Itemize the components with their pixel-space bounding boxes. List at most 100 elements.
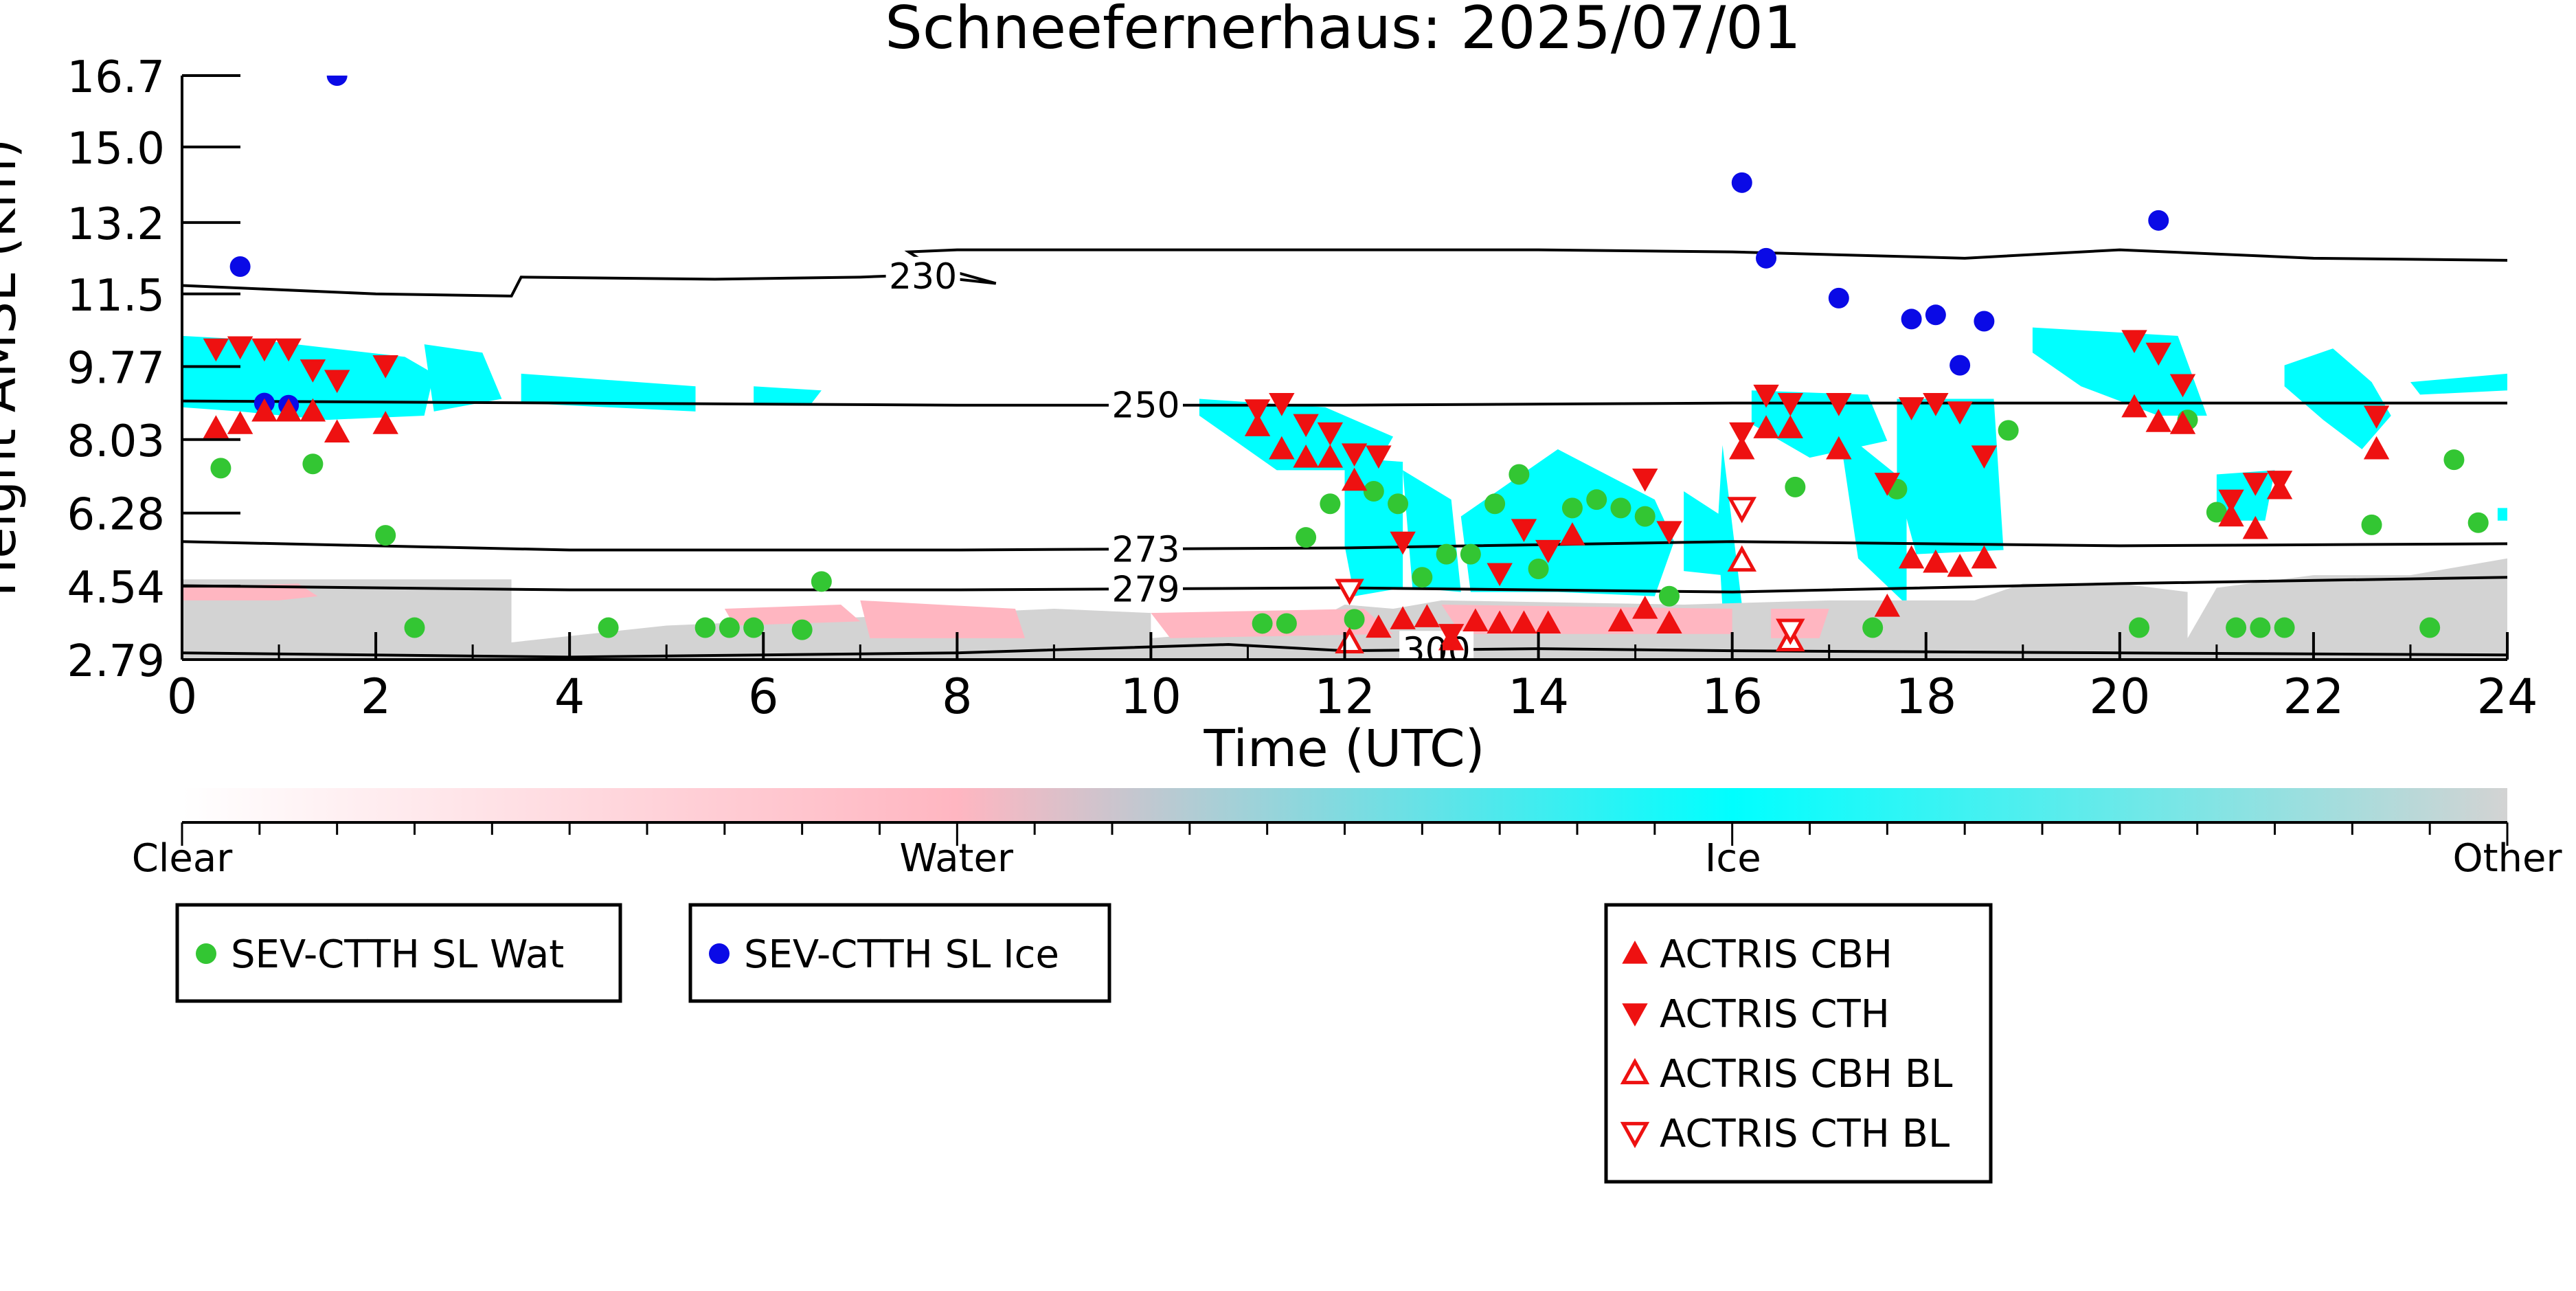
data-point [1335, 579, 1364, 605]
data-point [2169, 411, 2196, 434]
data-point [1729, 436, 1755, 460]
data-point [1341, 443, 1368, 467]
data-point [2169, 374, 2196, 398]
data-point [1276, 613, 1297, 634]
data-point [1487, 563, 1513, 587]
data-point [1252, 613, 1273, 634]
data-point [1317, 445, 1344, 468]
y-ticks: 2.79 4.54 6.28 8.03 9.77 11.5 13.2 15.0 16.7 [67, 52, 240, 687]
data-point [1344, 609, 1365, 630]
x-tick-label: 10 [1120, 669, 1182, 725]
x-tick-label: 22 [2283, 669, 2344, 725]
data-point [1826, 393, 1852, 416]
data-point [1874, 473, 1901, 496]
data-point [1535, 610, 1561, 634]
data-point [1901, 308, 1922, 330]
data-point [1269, 393, 1295, 416]
y-tick-label: 2.79 [67, 636, 166, 687]
data-point [1390, 606, 1416, 629]
data-point [1528, 559, 1549, 580]
contour-label-279: 279 [1111, 569, 1179, 610]
data-point [1898, 545, 1925, 569]
data-point [275, 398, 302, 422]
data-point [1487, 610, 1513, 634]
data-point [1559, 522, 1585, 546]
data-point [1756, 247, 1777, 269]
data-point [1971, 545, 1998, 569]
data-point [791, 619, 813, 640]
data-point [1412, 567, 1433, 588]
data-point [1971, 445, 1998, 469]
x-tick-label: 14 [1508, 669, 1569, 725]
x-tick-label: 0 [167, 669, 198, 725]
y-tick-label: 11.5 [67, 271, 166, 322]
series-actris-cth-bl [1335, 497, 1805, 645]
data-point [719, 617, 740, 638]
data-point [1388, 493, 1409, 515]
cloud-classification-fills [182, 327, 2507, 660]
colorbar-label-other: Other [2452, 836, 2562, 881]
data-point [1656, 610, 1682, 634]
colorbar: Clear Water Ice Other [132, 788, 2562, 881]
data-point [251, 398, 278, 422]
series-sev-ctth-sl-wat [210, 409, 2489, 640]
data-point [1293, 445, 1319, 468]
fill-region-ice [1717, 445, 1742, 609]
data-point [2242, 473, 2268, 496]
legend-entry-label: ACTRIS CBH BL [1660, 1052, 1952, 1097]
data-point [372, 411, 398, 434]
data-point [1511, 519, 1537, 543]
x-tick-label: 2 [361, 669, 392, 725]
colorbar-label-ice: Ice [1705, 836, 1761, 881]
data-point [1320, 493, 1341, 515]
y-tick-label: 15.0 [67, 124, 166, 175]
data-point [1753, 415, 1779, 438]
y-tick-label: 4.54 [67, 563, 166, 614]
data-point [2121, 330, 2147, 354]
y-tick-label: 8.03 [67, 416, 166, 467]
data-point [694, 617, 716, 638]
data-point [1561, 497, 1583, 519]
data-point [2363, 405, 2390, 429]
fill-region-ice [1460, 449, 1675, 596]
legend-frame [688, 903, 1111, 1003]
data-point [1296, 527, 1317, 548]
data-point [1341, 467, 1368, 491]
data-point [2363, 436, 2390, 460]
contour-label-bg [885, 256, 960, 293]
data-point [1293, 414, 1319, 438]
data-point [1535, 539, 1561, 563]
data-point [404, 617, 425, 638]
fill-region-water [1441, 604, 1732, 634]
data-point [1363, 480, 1384, 502]
contour-label-bg [1109, 570, 1183, 606]
fill-region-ice [1897, 398, 2004, 554]
data-point [1731, 172, 1752, 193]
y-tick-label: 9.77 [67, 343, 166, 394]
contour-label-bg [1109, 385, 1183, 422]
series-actris-cth [203, 330, 2390, 647]
fill-region-ice [1838, 428, 1907, 605]
data-point [2218, 489, 2244, 513]
x-tick-label: 18 [1895, 669, 1956, 725]
data-point [1634, 506, 1656, 527]
data-point [1727, 545, 1757, 572]
legend-entry-label: SEV-CTTH SL Ice [744, 932, 1059, 977]
fill-region-water [860, 600, 1026, 638]
data-point [1925, 304, 1946, 326]
data-point [598, 617, 619, 638]
colorbar-label-clear: Clear [132, 836, 233, 881]
x-tick-label: 4 [554, 669, 585, 725]
data-point [1366, 445, 1392, 469]
data-point [1244, 399, 1271, 423]
data-point [1947, 553, 1973, 577]
data-point [324, 370, 350, 394]
data-point [375, 525, 396, 546]
data-point [1390, 531, 1416, 555]
legends: SEV-CTTH SL Wat SEV-CTTH SL Ice ACTRIS CBH… [175, 903, 1993, 1184]
data-point [1366, 614, 1392, 638]
data-point [1511, 610, 1537, 634]
data-point [1610, 497, 1631, 519]
data-point [1436, 543, 1457, 565]
data-point [1898, 397, 1925, 420]
